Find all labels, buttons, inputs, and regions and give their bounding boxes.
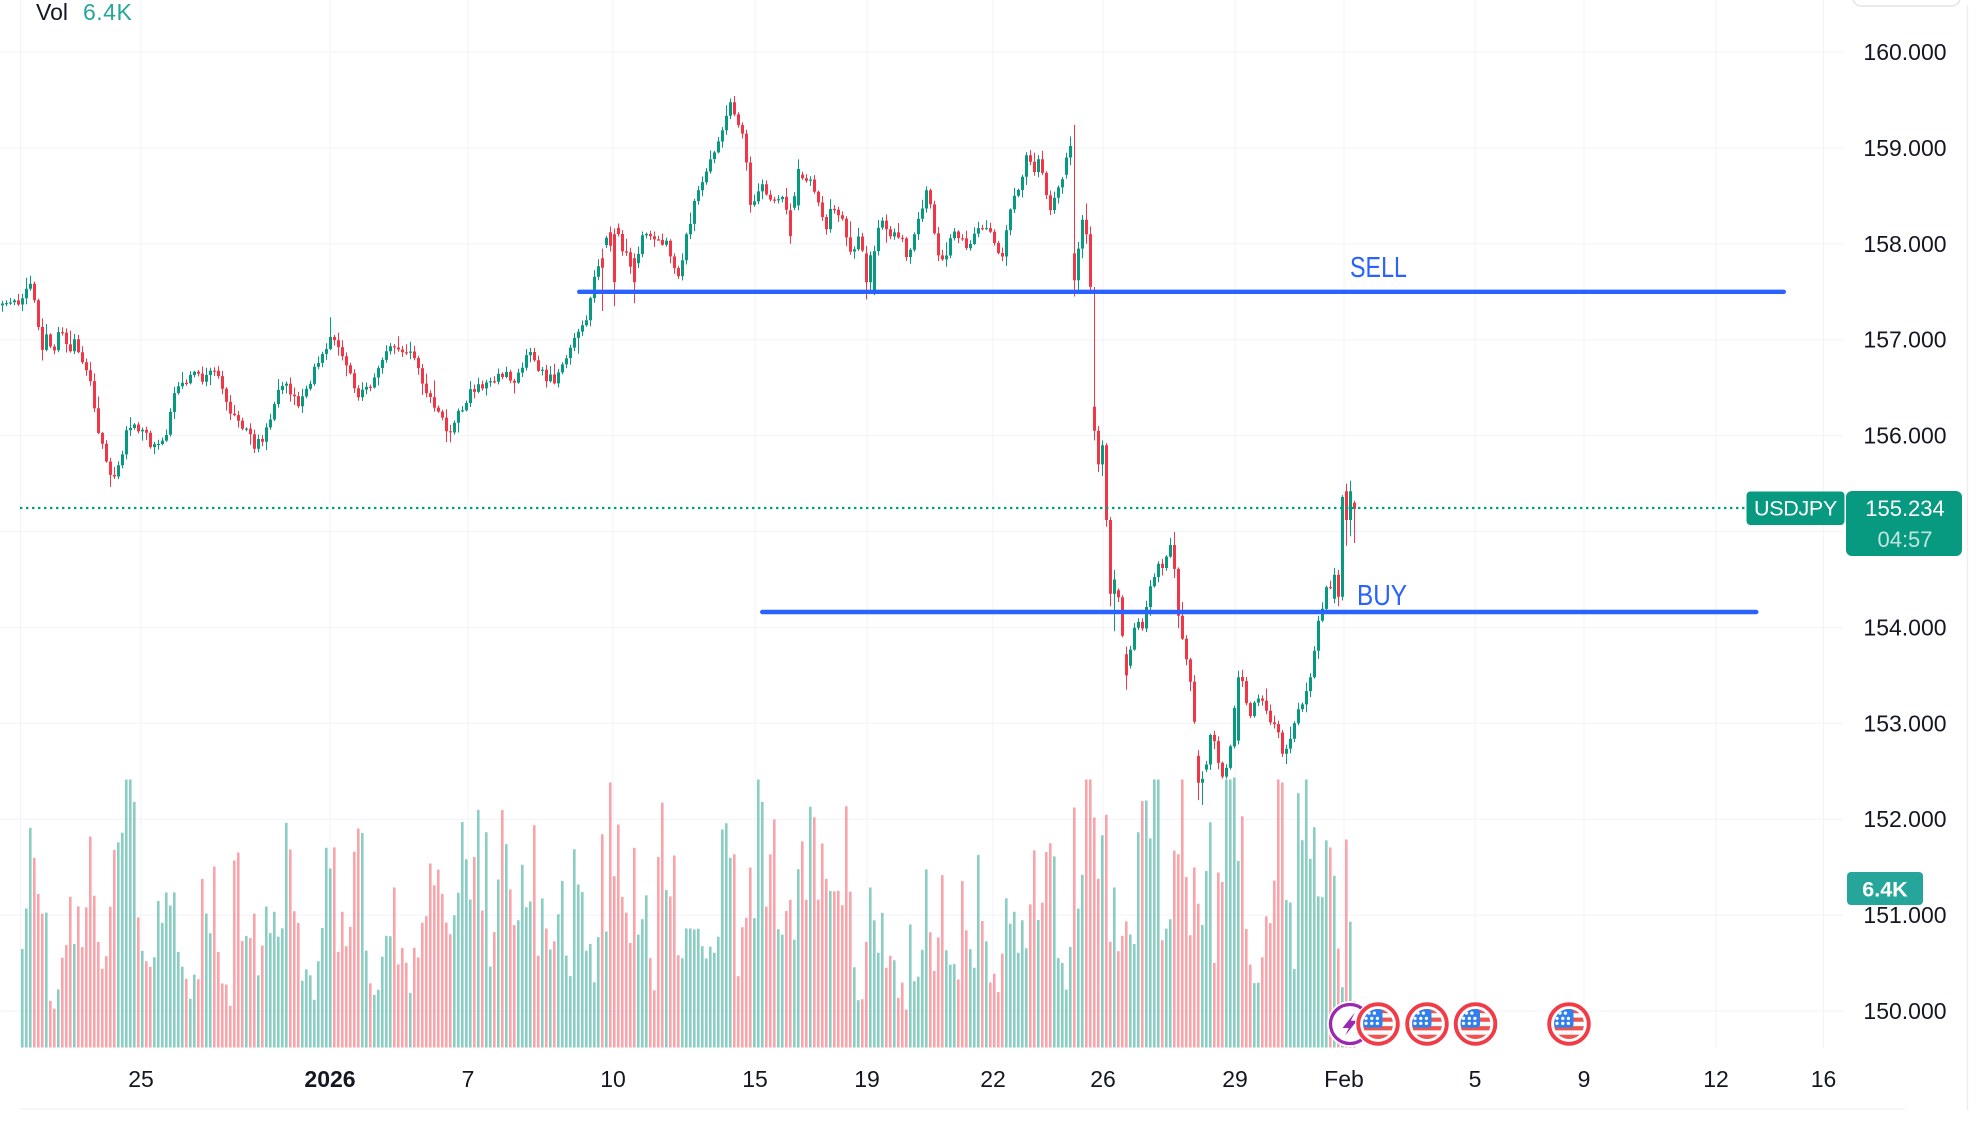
svg-text:Feb: Feb: [1324, 1066, 1364, 1092]
svg-text:04:57: 04:57: [1877, 527, 1932, 552]
svg-text:26: 26: [1090, 1066, 1116, 1092]
svg-text:152.000: 152.000: [1863, 806, 1946, 832]
svg-text:2026: 2026: [304, 1066, 355, 1092]
svg-text:12: 12: [1703, 1066, 1729, 1092]
svg-text:158.000: 158.000: [1863, 231, 1946, 257]
svg-text:16: 16: [1811, 1066, 1837, 1092]
svg-text:10: 10: [600, 1066, 626, 1092]
svg-text:29: 29: [1222, 1066, 1248, 1092]
svg-text:15: 15: [742, 1066, 768, 1092]
svg-text:6.4K: 6.4K: [1862, 878, 1908, 902]
svg-text:150.000: 150.000: [1863, 998, 1946, 1024]
svg-text:155.234: 155.234: [1865, 496, 1945, 521]
svg-text:157.000: 157.000: [1863, 327, 1946, 353]
svg-text:156.000: 156.000: [1863, 423, 1946, 449]
svg-text:25: 25: [128, 1066, 154, 1092]
svg-text:154.000: 154.000: [1863, 614, 1946, 640]
svg-text:6.4K: 6.4K: [83, 0, 132, 25]
svg-text:9: 9: [1578, 1066, 1591, 1092]
svg-text:7: 7: [462, 1066, 475, 1092]
svg-text:BUY: BUY: [1357, 580, 1407, 612]
svg-text:153.000: 153.000: [1863, 710, 1946, 736]
svg-text:19: 19: [854, 1066, 880, 1092]
svg-text:USDJPY: USDJPY: [1754, 497, 1837, 521]
svg-text:160.000: 160.000: [1863, 39, 1946, 65]
svg-text:Vol: Vol: [36, 0, 68, 25]
svg-text:151.000: 151.000: [1863, 902, 1946, 928]
svg-text:159.000: 159.000: [1863, 135, 1946, 161]
svg-text:5: 5: [1469, 1066, 1482, 1092]
svg-text:22: 22: [980, 1066, 1006, 1092]
svg-text:SELL: SELL: [1350, 252, 1407, 284]
